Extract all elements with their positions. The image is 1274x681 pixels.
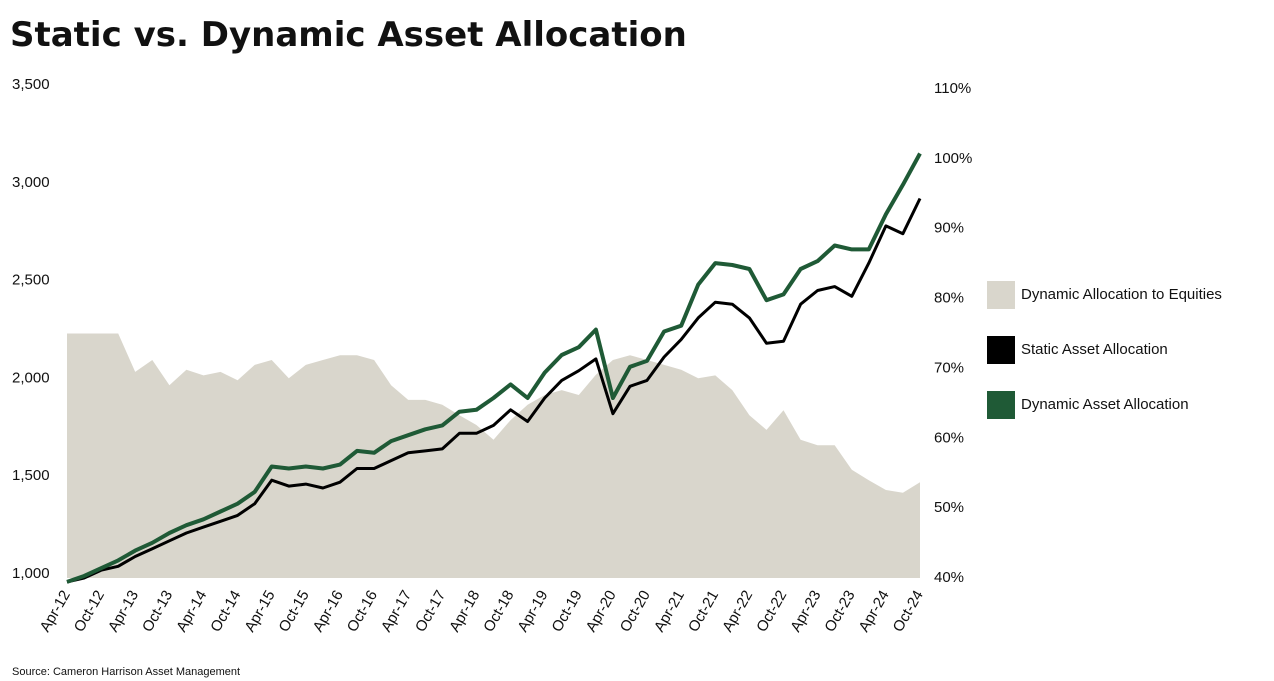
y2-tick-label: 80% xyxy=(934,290,964,307)
x-tick-label: Apr-19 xyxy=(514,587,551,634)
x-tick-label: Oct-18 xyxy=(480,587,517,634)
x-tick-label: Apr-16 xyxy=(310,587,347,634)
legend-swatch xyxy=(987,336,1015,364)
y-tick-label: 3,500 xyxy=(12,76,50,93)
legend-label: Dynamic Asset Allocation xyxy=(1021,396,1189,413)
y-tick-label: 1,500 xyxy=(12,467,50,484)
y2-tick-label: 70% xyxy=(934,359,964,376)
x-tick-label: Apr-14 xyxy=(173,587,210,634)
x-tick-label: Oct-19 xyxy=(548,587,585,634)
x-tick-label: Oct-22 xyxy=(753,587,790,634)
x-tick-label: Oct-12 xyxy=(71,587,108,634)
x-tick-label: Oct-24 xyxy=(890,587,927,634)
chart-title: Static vs. Dynamic Asset Allocation xyxy=(10,15,687,55)
source-note: Source: Cameron Harrison Asset Managemen… xyxy=(12,666,240,678)
y-tick-label: 1,000 xyxy=(12,565,50,582)
legend-label: Dynamic Allocation to Equities xyxy=(1021,286,1222,303)
y2-tick-label: 50% xyxy=(934,499,964,516)
x-tick-label: Oct-23 xyxy=(821,587,858,634)
x-tick-label: Apr-23 xyxy=(787,587,824,634)
y-tick-label: 2,000 xyxy=(12,369,50,386)
x-tick-label: Oct-17 xyxy=(412,587,449,634)
x-tick-label: Apr-20 xyxy=(583,587,620,634)
y2-tick-label: 110% xyxy=(934,80,971,97)
x-tick-label: Apr-18 xyxy=(446,587,483,634)
x-tick-label: Oct-13 xyxy=(139,587,176,634)
y-tick-label: 2,500 xyxy=(12,272,50,289)
y2-tick-label: 40% xyxy=(934,569,964,586)
x-tick-label: Apr-13 xyxy=(105,587,142,634)
legend-label: Static Asset Allocation xyxy=(1021,341,1168,358)
y2-tick-label: 90% xyxy=(934,220,964,237)
x-tick-label: Oct-21 xyxy=(685,587,722,634)
x-tick-label: Apr-12 xyxy=(37,587,74,634)
x-tick-label: Oct-14 xyxy=(207,587,244,634)
y2-tick-label: 100% xyxy=(934,150,972,167)
x-tick-label: Apr-21 xyxy=(651,587,688,634)
legend-swatch xyxy=(987,391,1015,419)
x-tick-label: Apr-17 xyxy=(378,587,415,634)
series-line xyxy=(66,197,922,584)
x-tick-label: Apr-24 xyxy=(856,587,893,634)
equity-area xyxy=(67,333,920,578)
y2-tick-label: 60% xyxy=(934,429,964,446)
x-tick-label: Apr-22 xyxy=(719,587,756,634)
x-tick-label: Apr-15 xyxy=(241,587,278,634)
x-tick-label: Oct-16 xyxy=(344,587,381,634)
series-line xyxy=(66,152,922,584)
x-tick-label: Oct-20 xyxy=(617,587,654,634)
legend-swatch xyxy=(987,281,1015,309)
y-tick-label: 3,000 xyxy=(12,174,50,191)
x-tick-label: Oct-15 xyxy=(276,587,313,634)
